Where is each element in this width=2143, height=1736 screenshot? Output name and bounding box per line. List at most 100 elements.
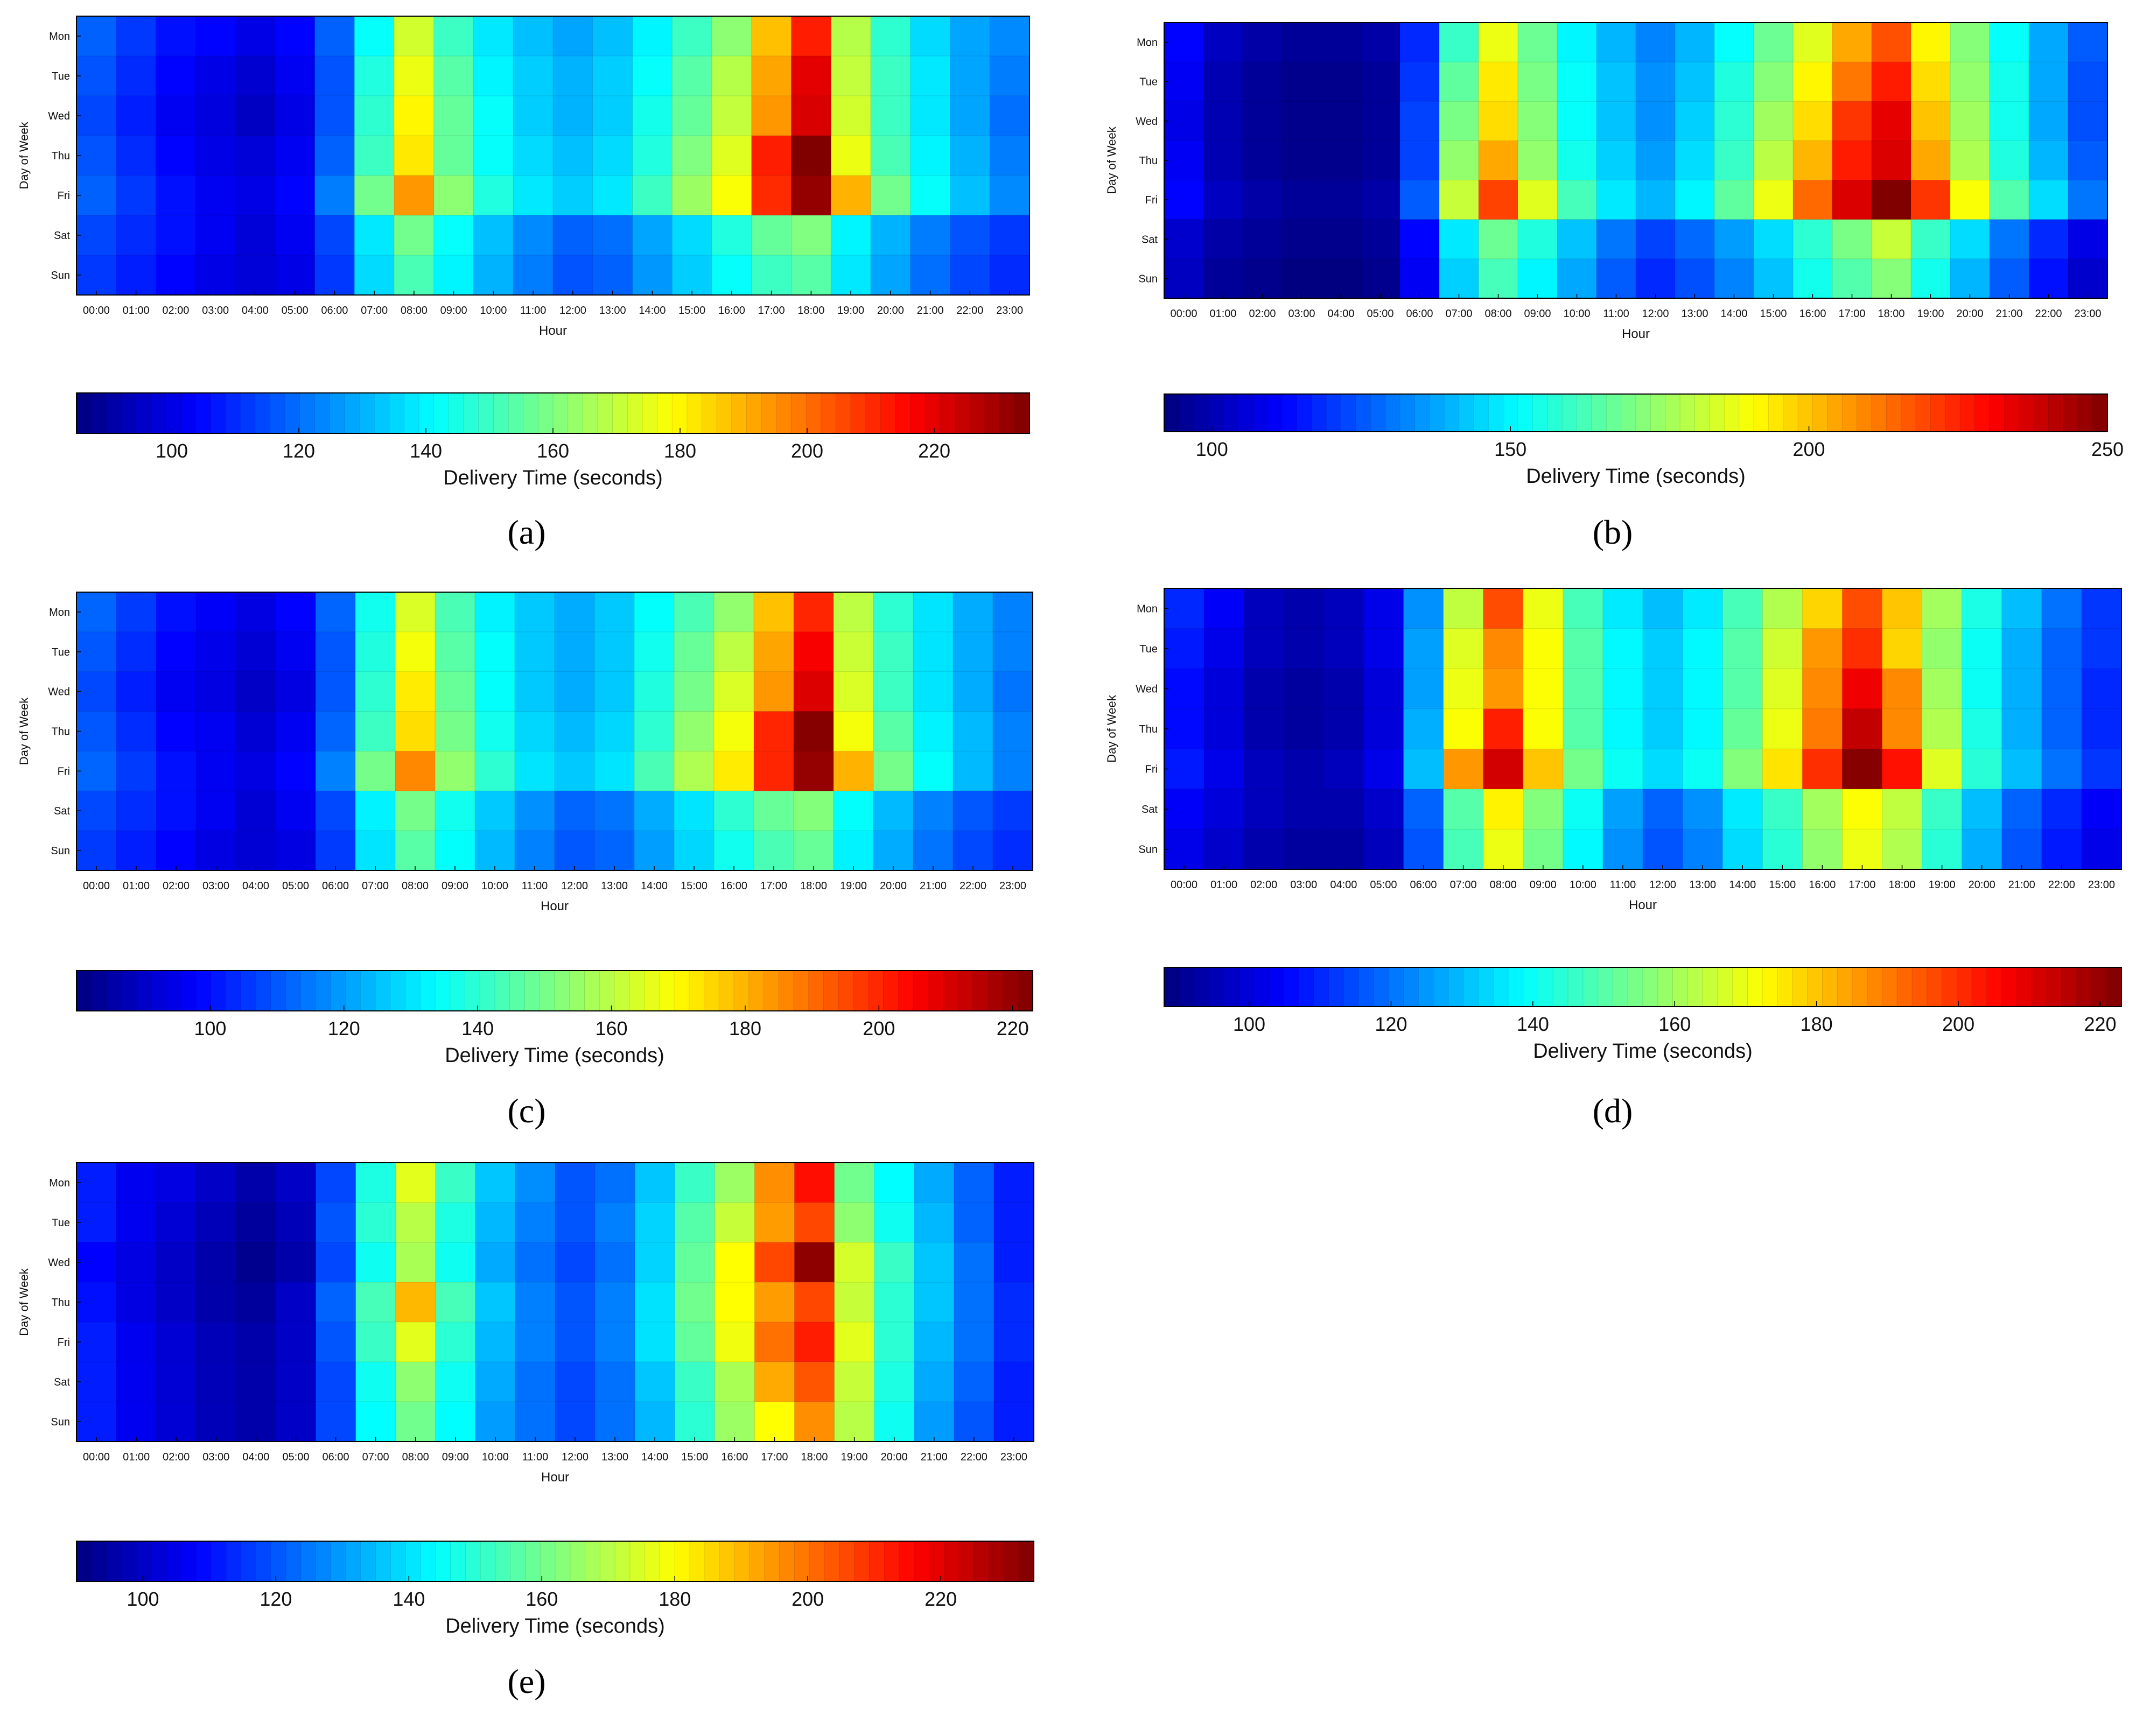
colorbar-swatch — [1650, 394, 1666, 432]
heatmap-cell — [834, 1362, 875, 1402]
x-tick-label: 00:00 — [83, 880, 110, 892]
colorbar-swatch — [1960, 394, 1976, 432]
heatmap-cell — [953, 751, 993, 791]
heatmap-cell — [2081, 749, 2122, 790]
heatmap-cell — [635, 1242, 675, 1283]
heatmap-cell — [394, 255, 435, 296]
colorbar-swatch — [1311, 394, 1327, 432]
colorbar-swatch — [880, 393, 896, 433]
y-tick-label: Sat — [54, 1376, 70, 1388]
colorbar-swatch — [1414, 394, 1430, 432]
heatmap-cell — [275, 96, 316, 136]
heatmap-cell — [116, 751, 157, 791]
heatmap-cell — [675, 1163, 715, 1203]
colorbar-swatch — [704, 1541, 720, 1582]
heatmap-cell — [1962, 749, 2002, 790]
y-tick-label: Mon — [1137, 37, 1158, 49]
heatmap-cell — [2041, 588, 2082, 629]
heatmap-cell — [276, 671, 316, 712]
heatmap-cell — [1754, 219, 1794, 259]
colorbar-swatch — [478, 393, 494, 433]
heatmap-cell — [1922, 789, 1963, 830]
colorbar-swatch — [509, 971, 526, 1011]
heatmap-cell — [314, 255, 355, 296]
heatmap-cell — [236, 791, 276, 831]
colorbar-swatch — [1643, 967, 1658, 1007]
heatmap-cell — [914, 1203, 955, 1243]
colorbar-swatch — [2004, 394, 2020, 432]
colorbar-swatch — [970, 393, 985, 433]
x-tick-label: 01:00 — [123, 880, 150, 892]
heatmap-cell — [1675, 101, 1715, 142]
heatmap-cell — [1321, 101, 1361, 142]
heatmap-cell — [395, 631, 436, 672]
heatmap-cell — [873, 791, 914, 831]
heatmap-cell — [196, 1203, 236, 1243]
heatmap-cell — [751, 136, 792, 176]
colorbar-swatch — [853, 971, 869, 1011]
x-tick-label: 01:00 — [123, 1451, 150, 1463]
heatmap-cell — [1990, 62, 2029, 102]
colorbar-swatch — [2034, 394, 2049, 432]
heatmap-cell — [1403, 829, 1444, 870]
heatmap-cell — [473, 136, 514, 176]
colorbar-swatch — [823, 971, 839, 1011]
x-tick-label: 23:00 — [2074, 308, 2101, 320]
heatmap-cell — [1164, 62, 1204, 102]
colorbar-tick-label: 120 — [260, 1588, 292, 1610]
colorbar-swatch — [1284, 967, 1299, 1007]
x-tick-label: 21:00 — [2008, 879, 2035, 891]
heatmap-cell — [1802, 669, 1843, 709]
heatmap-cell — [116, 631, 157, 672]
colorbar-tick-label: 180 — [659, 1588, 691, 1610]
y-tick-label: Wed — [48, 686, 70, 698]
heatmap-cell — [634, 631, 675, 672]
colorbar-swatch — [1732, 967, 1748, 1007]
heatmap-cell — [675, 1362, 715, 1402]
heatmap-cell — [314, 56, 355, 96]
colorbar: 100 120 140 160 180 200 220 Delivery Time (seco… — [76, 1541, 1034, 1637]
heatmap-cell — [715, 1282, 755, 1323]
colorbar-swatch — [240, 393, 256, 433]
colorbar-swatch — [166, 1541, 182, 1582]
heatmap-cell — [355, 751, 396, 791]
heatmap-cell — [515, 592, 555, 632]
colorbar-swatch — [1355, 394, 1371, 432]
heatmap-cell — [1323, 628, 1364, 669]
heatmap-cell — [116, 1322, 157, 1362]
heatmap-cell — [1403, 749, 1444, 790]
x-tick-label: 02:00 — [163, 1451, 190, 1463]
colorbar-swatch — [300, 971, 316, 1011]
x-tick-label: 01:00 — [1210, 879, 1237, 891]
heatmap-cell — [276, 631, 316, 672]
heatmap-cell — [435, 592, 475, 632]
heatmap-cell — [276, 592, 316, 632]
heatmap-cell — [475, 631, 515, 672]
heatmap-cell — [2068, 62, 2108, 102]
colorbar-swatch — [1547, 394, 1563, 432]
colorbar-swatch — [480, 1541, 496, 1582]
colorbar-swatch — [433, 393, 450, 433]
colorbar-swatch — [106, 1541, 122, 1582]
colorbar-swatch — [1657, 967, 1673, 1007]
heatmap-cell — [595, 1282, 635, 1323]
colorbar-swatch — [2032, 967, 2047, 1007]
heatmap-cell — [674, 711, 715, 752]
heatmap-cell — [675, 1402, 715, 1442]
heatmap-cell — [874, 1203, 915, 1243]
heatmap-cell — [1403, 588, 1444, 629]
heatmap-cell — [76, 1242, 117, 1283]
heatmap-grid — [76, 1163, 1034, 1442]
heatmap-cell — [2081, 669, 2122, 709]
colorbar-swatch — [270, 971, 286, 1011]
heatmap-grid — [1164, 588, 2121, 869]
colorbar-swatch — [420, 971, 436, 1011]
heatmap-panel-1: Mon Tue Wed Thu Fri Sat Sun 00:00 01:00 02:00 03:0… — [1105, 22, 2124, 551]
y-tick-label: Sun — [51, 270, 70, 282]
heatmap-cell — [712, 56, 752, 96]
heatmap-cell — [1922, 669, 1963, 709]
heatmap-cell — [1990, 101, 2029, 142]
heatmap-cell — [1363, 789, 1404, 830]
heatmap-cell — [116, 136, 157, 176]
x-tick-label: 19:00 — [1917, 308, 1944, 320]
